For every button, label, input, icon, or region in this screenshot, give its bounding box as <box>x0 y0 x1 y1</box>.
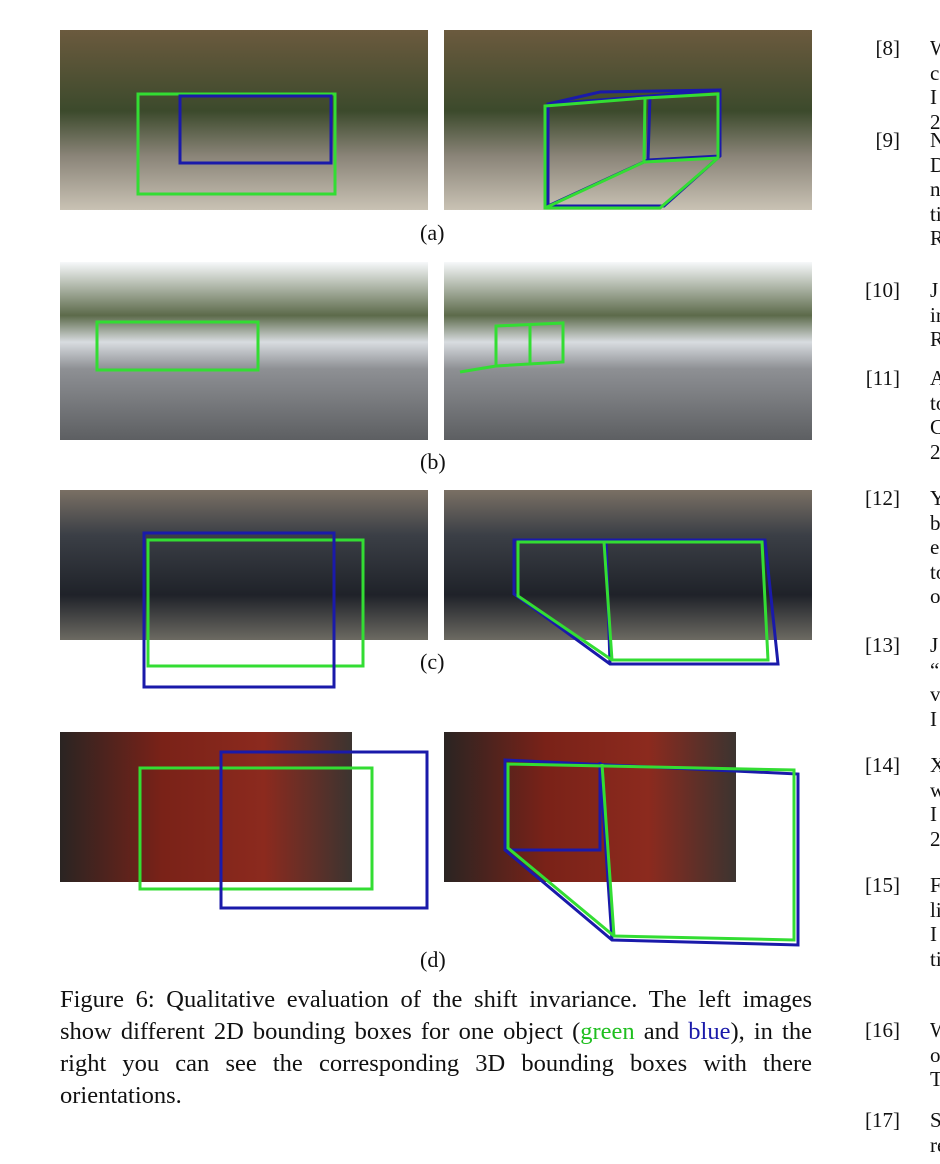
reference-line: o <box>930 1042 940 1067</box>
reference-line: C <box>930 415 940 439</box>
box-2d <box>219 750 429 910</box>
box-3d <box>543 92 720 210</box>
reference-line: Y <box>930 486 940 510</box>
photo <box>60 490 428 640</box>
reference-line: A <box>930 366 940 390</box>
reference-line: to <box>930 390 940 415</box>
reference-line: D <box>930 152 940 177</box>
reference-line: 2 <box>930 826 940 851</box>
photos <box>60 30 812 882</box>
reference-line: 2 <box>930 439 940 464</box>
photo <box>444 490 812 640</box>
reference-line: ti <box>930 201 940 226</box>
box-2d <box>95 320 260 372</box>
reference-label: [13] <box>865 633 900 657</box>
photo <box>444 262 812 440</box>
reference-line: T <box>930 1067 940 1091</box>
reference-line: w <box>930 777 940 802</box>
box-2d <box>136 92 337 196</box>
reference-line: I <box>930 922 937 946</box>
caption-text: Figure 6: Qualitative evaluation of the … <box>60 986 812 1045</box>
boxes <box>95 88 800 947</box>
reference-line: c <box>930 60 940 85</box>
reference-line: S <box>930 1108 940 1132</box>
subcaption: (d) <box>420 947 446 972</box>
photo <box>60 30 428 210</box>
subcaption: (b) <box>420 449 446 474</box>
reference-label: [9] <box>875 128 901 152</box>
photo <box>60 732 352 882</box>
reference-line: to <box>930 559 940 584</box>
caption-green: green <box>580 1018 635 1045</box>
reference-label: [14] <box>865 753 900 777</box>
reference-label: [10] <box>865 278 900 302</box>
reference-line: li <box>930 897 940 922</box>
reference-label: [11] <box>865 366 900 390</box>
box-2d <box>138 766 374 891</box>
reference-line: I <box>930 802 937 826</box>
caption-blue: blue <box>688 1018 731 1045</box>
box-3d <box>506 762 796 942</box>
reference-line: W <box>930 1018 940 1042</box>
box-2d <box>146 538 365 668</box>
reference-line: I <box>930 85 937 109</box>
caption-text: ), in the right you can see the correspo… <box>60 1018 812 1109</box>
reference-label: [8] <box>875 36 901 60</box>
reference-line: ti <box>930 946 940 971</box>
reference-line: re <box>930 1132 940 1157</box>
reference-line: n <box>930 177 940 201</box>
subcaption: (a) <box>420 220 445 245</box>
reference-line: e <box>930 535 940 559</box>
reference-label: [12] <box>865 486 900 510</box>
box-2d <box>178 94 333 165</box>
caption-text: and <box>634 1018 689 1045</box>
box-3d <box>503 758 800 947</box>
reference-line: “ <box>930 657 940 682</box>
reference-label: [15] <box>865 873 900 897</box>
reference-line: R <box>930 327 940 351</box>
reference-line: N <box>930 128 940 152</box>
reference-label: [16] <box>865 1018 900 1042</box>
photo <box>60 262 428 440</box>
reference-line: J <box>930 278 939 302</box>
reference-line: R <box>930 226 940 250</box>
reference-line: J <box>930 633 939 657</box>
reference-line: 2 <box>930 109 940 134</box>
reference-line: o <box>930 584 940 608</box>
subcaption: (c) <box>420 649 445 674</box>
reference-line: W <box>930 36 940 60</box>
box-3d <box>546 88 722 208</box>
photo <box>444 732 736 882</box>
reference-line: in <box>930 302 940 327</box>
reference-line: v <box>930 682 940 706</box>
reference-line: X <box>930 753 940 777</box>
reference-line: F <box>930 873 940 897</box>
figure-caption: Figure 6: Qualitative evaluation of the … <box>60 984 812 1112</box>
photo <box>444 30 812 210</box>
box-3d <box>459 321 565 374</box>
box-2d <box>142 531 336 689</box>
box-3d <box>516 540 770 662</box>
reference-label: [17] <box>865 1108 900 1132</box>
reference-line: b <box>930 510 940 535</box>
reference-line: I <box>930 706 937 731</box>
